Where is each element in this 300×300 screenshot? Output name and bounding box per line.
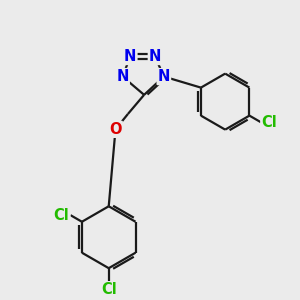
Text: N: N bbox=[158, 69, 170, 84]
Text: N: N bbox=[149, 49, 161, 64]
Text: N: N bbox=[116, 69, 129, 84]
Text: Cl: Cl bbox=[101, 282, 117, 297]
Text: Cl: Cl bbox=[261, 115, 277, 130]
Text: N: N bbox=[124, 49, 136, 64]
Text: O: O bbox=[109, 122, 122, 137]
Text: Cl: Cl bbox=[54, 208, 70, 223]
